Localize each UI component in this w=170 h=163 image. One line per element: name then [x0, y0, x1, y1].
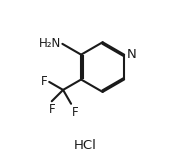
- Text: N: N: [127, 48, 137, 61]
- Text: F: F: [72, 106, 79, 119]
- Text: HCl: HCl: [74, 139, 96, 152]
- Text: F: F: [41, 75, 48, 88]
- Text: F: F: [48, 103, 55, 116]
- Text: H₂N: H₂N: [39, 37, 61, 50]
